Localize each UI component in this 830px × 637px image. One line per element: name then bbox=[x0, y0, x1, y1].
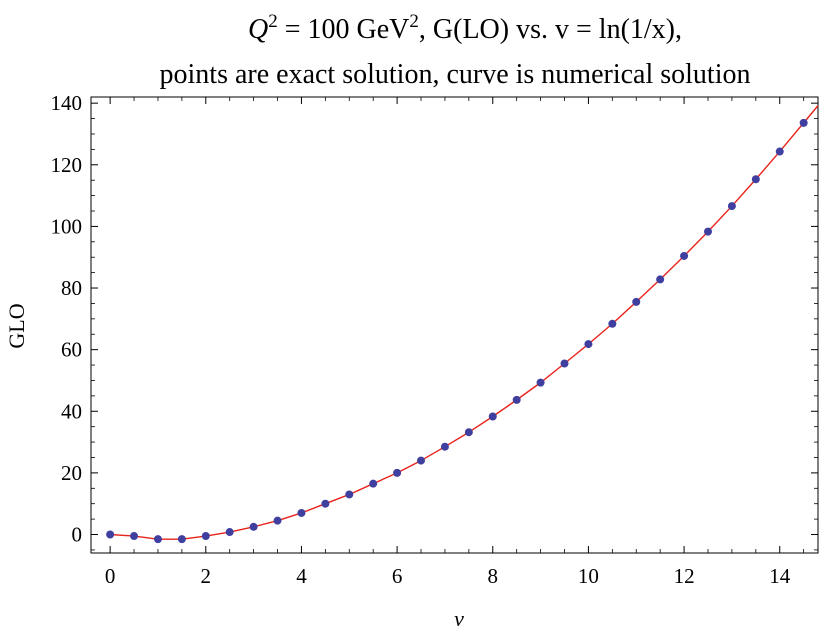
exact-solution-point bbox=[321, 499, 330, 508]
y-tick-label: 140 bbox=[51, 91, 83, 115]
exact-solution-point bbox=[536, 378, 545, 387]
exact-solution-point bbox=[608, 319, 617, 328]
chart-title: Q2 = 100 GeV2, G(LO) vs. v = ln(1/x), bbox=[248, 11, 682, 45]
plot-frame bbox=[90, 96, 819, 554]
exact-solution-point bbox=[775, 147, 784, 156]
y-tick-label: 60 bbox=[61, 338, 82, 362]
y-axis-label: GLO bbox=[4, 303, 29, 348]
x-tick-label: 8 bbox=[488, 564, 499, 588]
exact-solution-point bbox=[703, 227, 712, 236]
x-tick-label: 14 bbox=[769, 564, 791, 588]
exact-solution-point bbox=[177, 535, 186, 544]
exact-solution-point bbox=[656, 275, 665, 284]
x-axis-label: v bbox=[454, 606, 464, 631]
x-tick-label: 0 bbox=[105, 564, 116, 588]
y-tick-label: 120 bbox=[51, 153, 83, 177]
numerical-solution-curve bbox=[110, 105, 819, 540]
exact-solution-point bbox=[727, 202, 736, 211]
y-axis: 0 20 40 60 80 100 120 140 bbox=[51, 91, 818, 551]
exact-solution-point bbox=[417, 456, 426, 465]
exact-solution-point bbox=[751, 175, 760, 184]
exact-solution-point bbox=[512, 395, 521, 404]
x-tick-label: 4 bbox=[296, 564, 307, 588]
y-tick-label: 100 bbox=[51, 214, 83, 238]
y-tick-label: 80 bbox=[61, 276, 82, 300]
exact-solution-point bbox=[799, 118, 808, 127]
exact-solution-point bbox=[584, 340, 593, 349]
exact-solution-point bbox=[345, 490, 354, 499]
exact-solution-point bbox=[680, 251, 689, 260]
exact-solution-point bbox=[130, 532, 139, 541]
exact-solution-point bbox=[225, 528, 234, 537]
exact-solution-point bbox=[273, 516, 282, 525]
exact-solution-point bbox=[488, 412, 497, 421]
exact-solution-point bbox=[297, 508, 306, 517]
exact-solution-point bbox=[153, 535, 162, 544]
exact-solution-point bbox=[632, 297, 641, 306]
x-tick-label: 2 bbox=[201, 564, 212, 588]
exact-solution-point bbox=[249, 522, 258, 531]
x-tick-label: 12 bbox=[674, 564, 695, 588]
x-axis: 0 2 4 6 8 10 12 14 bbox=[105, 97, 805, 588]
y-tick-label: 40 bbox=[61, 399, 82, 423]
chart-subtitle: points are exact solution, curve is nume… bbox=[160, 59, 751, 90]
exact-solution-point bbox=[393, 468, 402, 477]
exact-solution-point bbox=[560, 359, 569, 368]
exact-solution-point bbox=[440, 442, 449, 451]
y-tick-label: 0 bbox=[72, 523, 83, 547]
y-tick-label: 20 bbox=[61, 461, 82, 485]
x-tick-label: 10 bbox=[578, 564, 599, 588]
x-tick-label: 6 bbox=[392, 564, 403, 588]
exact-solution-point bbox=[369, 479, 378, 488]
exact-solution-point bbox=[201, 532, 210, 541]
exact-solution-point bbox=[464, 428, 473, 437]
plot-area bbox=[106, 105, 819, 544]
exact-solution-point bbox=[106, 530, 115, 539]
